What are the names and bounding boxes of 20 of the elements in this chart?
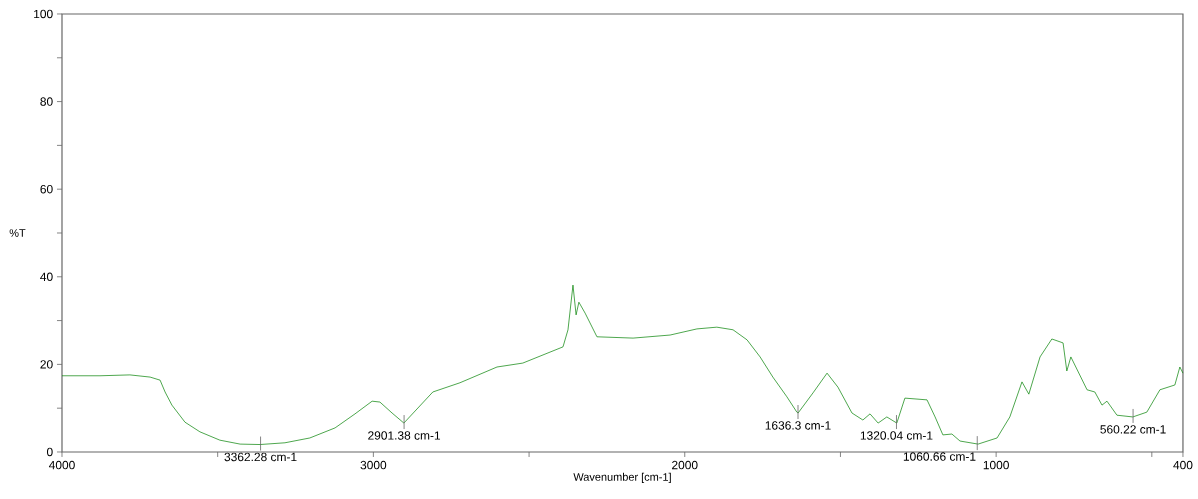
y-tick-label: 60 (40, 184, 53, 194)
annotation: 2901.38 cm-1 (368, 431, 441, 440)
x-tick-label: 4000 (48, 460, 75, 470)
y-tick-label: 0 (46, 447, 53, 457)
y-tick-label: 80 (40, 97, 53, 106)
annotation: 560.22 cm-1 (1100, 425, 1166, 434)
y-axis-title: %T (9, 229, 26, 237)
x-axis-title: Wavenumber [cm-1] (573, 472, 671, 484)
y-tick-label: 40 (40, 272, 53, 282)
annotation: 1060.66 cm-1 (903, 452, 976, 461)
x-tick-label: 2000 (672, 460, 698, 470)
x-tick-label: 1000 (983, 460, 1009, 470)
annotation: 3362.28 cm-1 (224, 452, 297, 462)
x-tick-label: 3000 (360, 460, 387, 470)
annotation: 1320.04 cm-1 (860, 431, 933, 440)
annotation: 1636.3 cm-1 (765, 421, 831, 430)
y-tick-label: 100 (34, 9, 53, 19)
x-tick-label: 400 (1173, 460, 1193, 470)
line-series (61, 284, 1184, 445)
y-tick-label: 20 (40, 360, 53, 369)
